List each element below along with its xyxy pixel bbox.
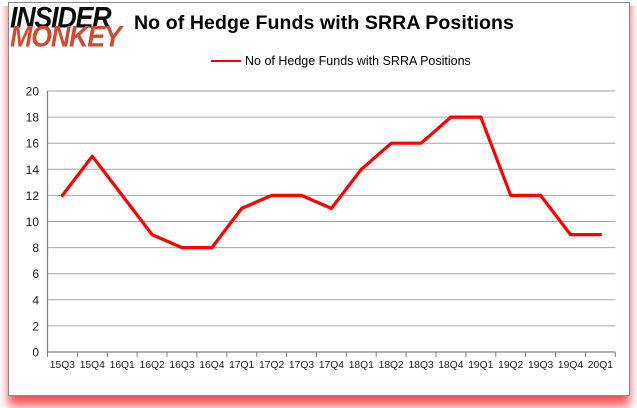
svg-text:19Q4: 19Q4 [558, 360, 583, 371]
svg-text:12: 12 [26, 189, 40, 203]
svg-text:2: 2 [32, 319, 39, 333]
svg-text:16Q2: 16Q2 [139, 360, 164, 371]
svg-text:15Q4: 15Q4 [80, 360, 105, 371]
svg-text:17Q3: 17Q3 [289, 360, 314, 371]
svg-text:18Q4: 18Q4 [438, 360, 463, 371]
svg-text:18Q2: 18Q2 [379, 360, 404, 371]
svg-text:19Q1: 19Q1 [468, 360, 493, 371]
svg-text:20Q1: 20Q1 [588, 360, 613, 371]
svg-text:18: 18 [26, 111, 40, 125]
svg-text:16: 16 [26, 137, 40, 151]
svg-text:16Q4: 16Q4 [199, 360, 224, 371]
svg-text:10: 10 [26, 215, 40, 229]
svg-text:19Q2: 19Q2 [498, 360, 523, 371]
svg-text:14: 14 [26, 163, 40, 177]
svg-text:20: 20 [26, 85, 40, 99]
svg-text:16Q3: 16Q3 [169, 360, 194, 371]
svg-text:16Q1: 16Q1 [110, 360, 135, 371]
svg-text:18Q3: 18Q3 [408, 360, 433, 371]
svg-text:6: 6 [32, 267, 39, 281]
svg-text:17Q2: 17Q2 [259, 360, 284, 371]
svg-text:8: 8 [32, 241, 39, 255]
svg-text:17Q1: 17Q1 [229, 360, 254, 371]
svg-text:15Q3: 15Q3 [50, 360, 75, 371]
svg-text:18Q1: 18Q1 [349, 360, 374, 371]
svg-text:17Q4: 17Q4 [319, 360, 344, 371]
svg-text:4: 4 [32, 293, 39, 307]
svg-text:0: 0 [32, 346, 39, 360]
svg-text:19Q3: 19Q3 [528, 360, 553, 371]
